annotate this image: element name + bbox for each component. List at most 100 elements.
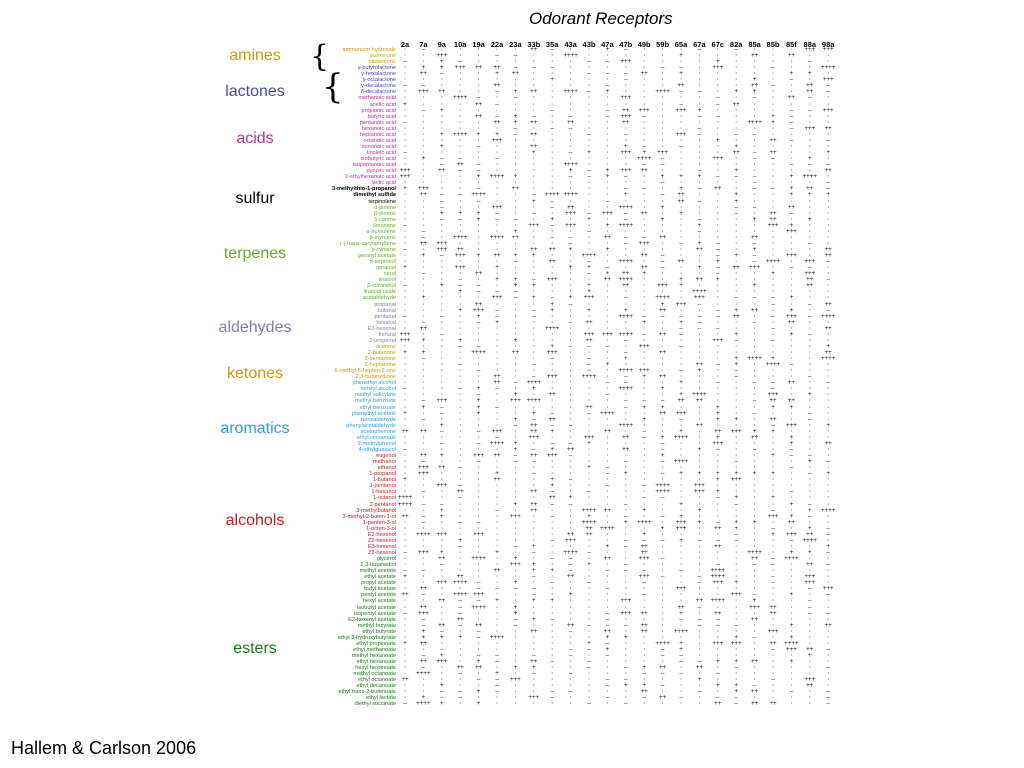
odorant-label: isopentanoic acid [352,162,396,169]
response-cell: · [660,118,665,126]
response-cell: +++ [638,106,650,114]
odorant-label: 6-methyl-5-hepten-2-one [334,368,396,375]
response-cell: · [458,318,462,326]
response-cell: – [439,403,444,411]
response-cell: – [550,124,554,132]
response-cell: – [826,276,830,284]
receptor-82a: 82a [729,40,743,49]
response-cell: · [660,288,665,296]
response-cell: +++ [712,439,724,447]
response-cell: – [697,227,702,235]
response-cell: ++++ [636,155,652,163]
response-cell: – [826,379,830,387]
response-cell: · [587,324,591,332]
response-cell: – [826,136,830,144]
response-cell: · [531,136,536,144]
odorant-label: eugenol [376,453,396,460]
response-cell: · [403,579,407,587]
response-cell: ++++ [784,639,799,647]
response-cell: +++ [546,452,558,460]
response-cell: – [513,615,518,623]
response-cell: · [752,336,757,344]
response-cell: – [605,264,610,272]
response-cell: · [771,318,775,326]
response-cell: – [587,209,591,217]
response-cell: · [531,342,536,350]
response-cell: · [697,233,702,241]
response-cell: · [697,627,702,635]
response-cell: · [697,149,702,157]
response-cell: ++ [603,233,611,241]
response-cell: · [826,652,830,659]
response-cell: +++ [804,124,816,132]
response-cell: ++++ [563,161,578,169]
response-cell: – [697,318,702,326]
odorant-label: 3-methyl-2-buten-1-ol [342,513,396,520]
response-cell: · [734,58,738,66]
response-cell: – [495,433,499,441]
response-cell: ++++ [673,433,689,441]
response-cell: · [605,397,610,405]
response-cell: · [715,627,720,635]
response-cell: · [568,676,573,684]
response-cell: · [734,324,738,332]
response-cell: · [826,233,830,241]
odorant-label: geranyl acetate [357,253,396,260]
response-cell: · [439,664,444,672]
response-cell: · [679,264,683,272]
response-cell: – [495,688,499,696]
response-cell: · [550,367,554,375]
response-cell: – [421,227,426,235]
response-cell: · [623,494,628,502]
response-cell: · [403,482,407,490]
response-cell: · [513,318,518,326]
response-cell: + [458,536,462,544]
response-cell: · [495,227,499,235]
response-cell: · [771,70,775,78]
response-cell: · [568,227,573,235]
response-cell: – [495,155,499,163]
response-cell: · [789,494,794,502]
response-cell: · [734,512,738,520]
response-cell: · [697,433,702,441]
response-cell: · [734,82,738,90]
odorant-label: 2-propenal [369,337,396,344]
response-cell: – [660,458,665,466]
response-cell: · [495,464,499,472]
response-cell: – [623,185,628,193]
response-cell: ++ [622,282,630,290]
response-cell: ++ [824,349,832,356]
response-cell: ++ [640,70,648,78]
response-cell: · [771,264,775,272]
response-cell: ++ [530,142,538,150]
response-cell: + [734,524,738,532]
response-cell: · [734,258,738,266]
response-cell: ++++ [618,276,634,284]
response-cell: · [421,300,426,308]
response-cell: · [623,245,628,253]
response-cell: +++ [638,342,650,350]
response-cell: – [697,112,702,120]
response-cell: – [623,76,628,84]
response-cell: – [660,252,665,260]
response-cell: – [495,385,499,393]
response-cell: · [568,415,573,423]
response-cell: – [734,458,738,466]
response-cell: · [826,452,830,460]
response-cell: · [623,688,628,696]
response-cell: · [550,518,554,526]
response-cell: · [789,409,794,417]
response-cell: + [642,415,646,423]
response-cell: · [568,427,573,435]
response-cell: · [458,312,462,320]
response-cell: · [623,482,628,490]
response-cell: · [513,245,518,253]
response-cell: · [642,597,646,605]
response-cell: · [403,161,407,169]
response-cell: · [826,670,830,678]
response-cell: · [715,349,720,356]
response-cell: · [605,203,610,211]
response-cell: + [752,518,757,526]
response-cell: · [495,282,499,290]
response-cell: ++ [474,270,483,278]
